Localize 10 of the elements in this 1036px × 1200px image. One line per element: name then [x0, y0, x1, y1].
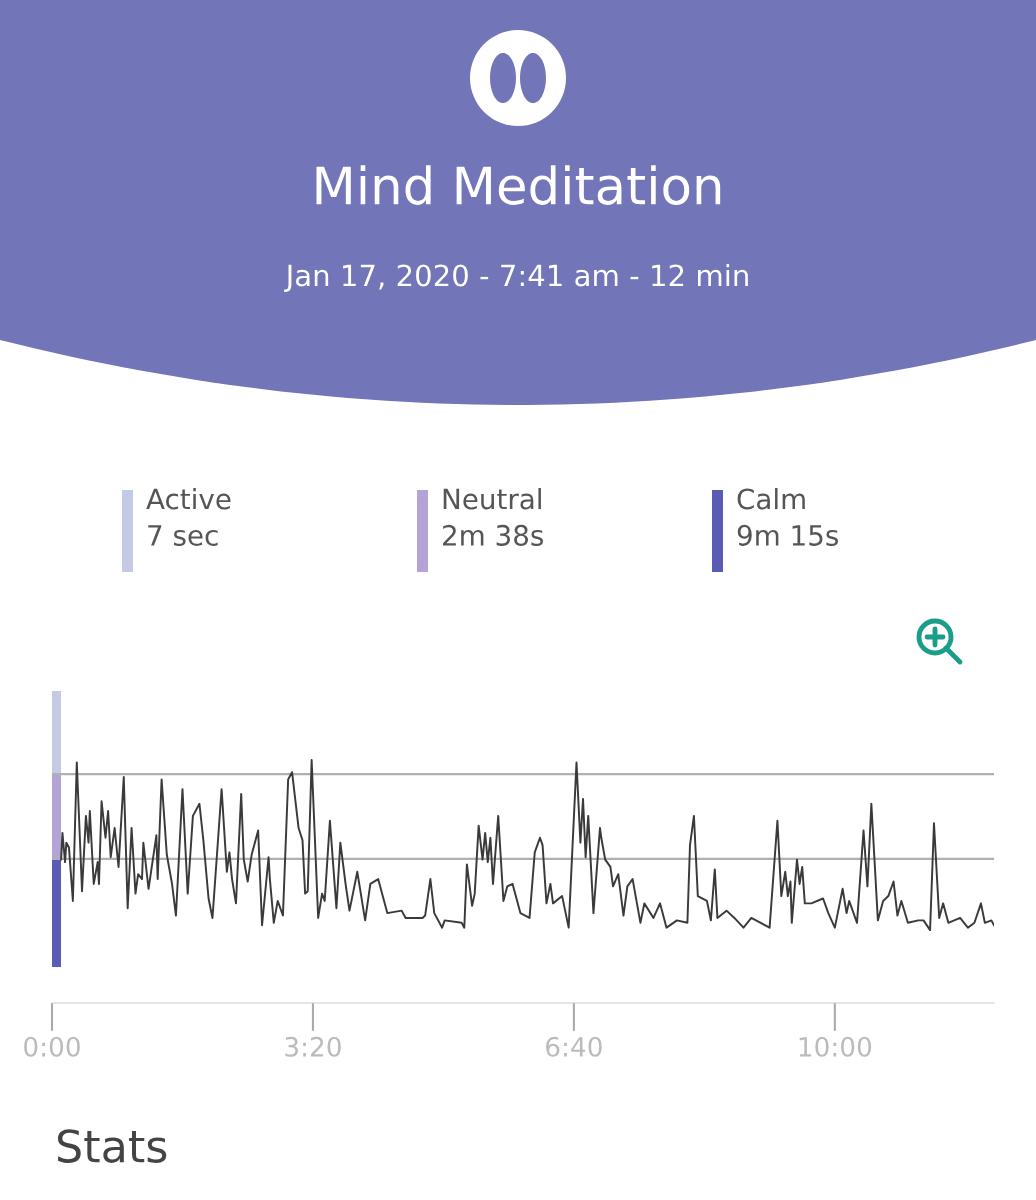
chart-title: Mind Meditation: [316, 165, 721, 205]
chart-subtitle: Jan 17, 2020 - 7:41 am - 12 min: [284, 263, 748, 292]
x-tick-label: 3:20: [285, 1036, 341, 1057]
text: Stats: [57, 1129, 167, 1163]
x-tick-label: 6:40: [546, 1036, 602, 1057]
text: Active 7 sec: [146, 488, 231, 546]
x-tick-label: 0:00: [24, 1036, 80, 1057]
text: Calm 9m 15s: [737, 488, 839, 546]
x-tick-label: 10:00: [799, 1036, 872, 1057]
text: Neutral 2m 38s: [443, 488, 544, 546]
